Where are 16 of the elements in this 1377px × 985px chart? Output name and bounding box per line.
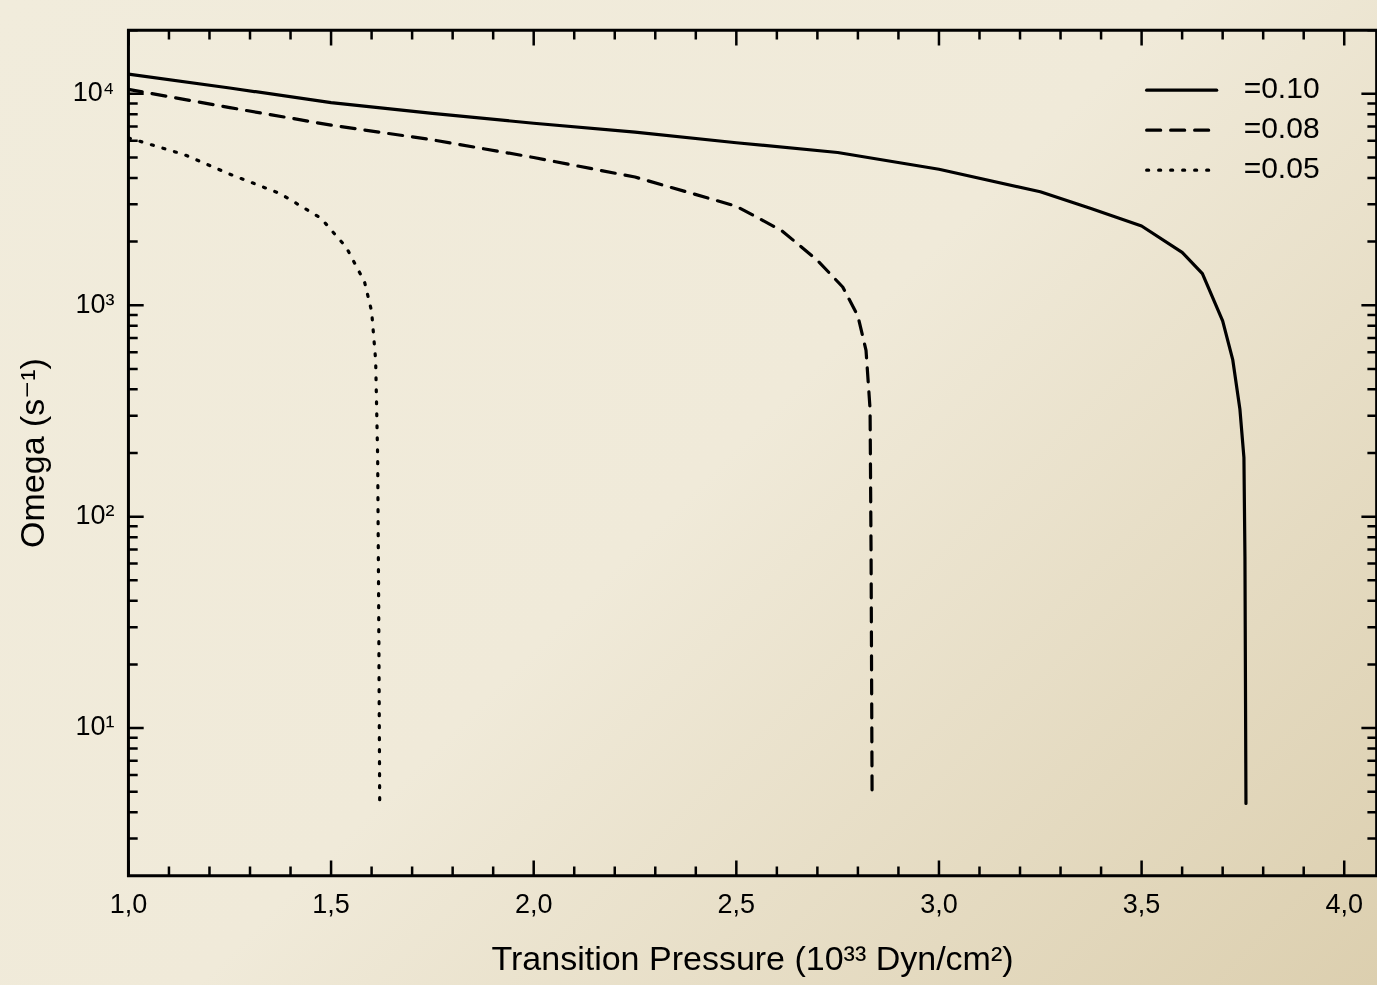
x-tick-label: 2,5 (717, 889, 756, 920)
x-tick-label: 3,5 (1122, 889, 1161, 920)
y-tick-label: 10⁴ (72, 77, 115, 108)
legend-label: =0.05 (1243, 151, 1320, 185)
y-tick-label: 10³ (75, 288, 115, 319)
y-tick-label: 10¹ (75, 711, 115, 742)
y-tick-label: 10² (75, 500, 115, 531)
legend-label: =0.10 (1243, 71, 1320, 105)
x-tick-label: 3,0 (920, 889, 958, 920)
x-tick-label: 1,0 (109, 889, 148, 920)
x-axis-title: Transition Pressure (10³³ Dyn/cm²) (491, 938, 1014, 977)
y-axis-title: Omega (s⁻¹) (12, 358, 51, 548)
x-tick-label: 4,0 (1325, 889, 1364, 920)
x-tick-label: 2,0 (514, 889, 553, 920)
legend-label: =0.08 (1243, 111, 1320, 145)
x-tick-label: 1,5 (312, 889, 350, 920)
